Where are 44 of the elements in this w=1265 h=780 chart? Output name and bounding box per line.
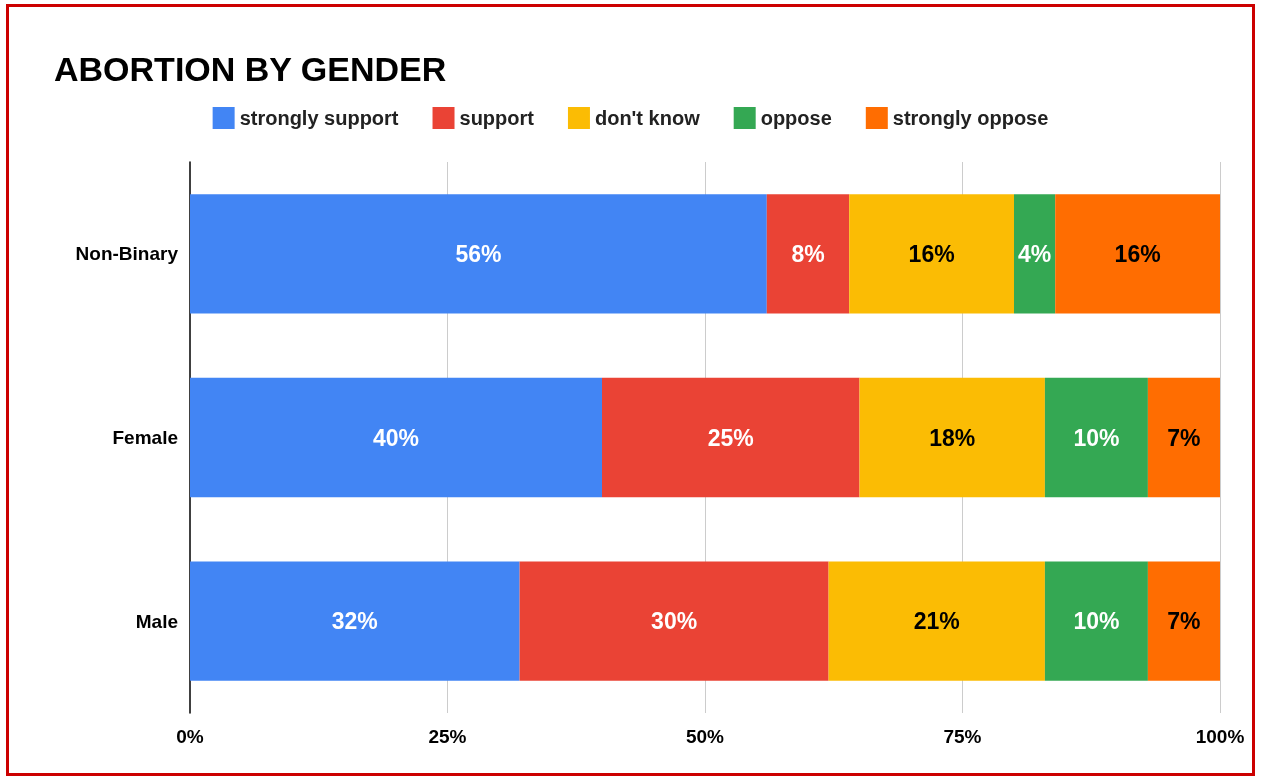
bar [519,561,829,681]
x-tick-label: 100% [1195,726,1245,747]
data-label: 25% [707,424,754,451]
chart-title: ABORTION BY GENDER [54,50,447,88]
data-label: 7% [1167,608,1201,635]
bar [859,377,1045,498]
data-label: 16% [1114,240,1161,267]
bar [602,377,860,498]
legend-label: support [459,107,535,129]
bar [1014,194,1056,314]
bar [190,561,520,681]
bar [1044,561,1148,681]
bar [190,194,767,314]
data-label: 10% [1073,424,1120,451]
data-label: 56% [455,240,502,267]
bar [1147,377,1220,498]
x-tick-label: 75% [943,726,982,747]
y-tick-label: Female [112,427,178,448]
bar [190,377,602,498]
legend-label: don't know [594,107,701,129]
legend-label: strongly support [239,107,399,129]
data-label: 40% [372,424,420,451]
bar [1147,561,1220,681]
legend-label: oppose [760,107,832,129]
data-label: 18% [929,424,976,451]
y-tick-label: Non-Binary [75,243,179,265]
x-tick-label: 50% [685,726,725,747]
bar [1055,194,1220,314]
data-label: 32% [331,608,378,635]
data-label: 30% [651,608,698,635]
x-tick-label: 25% [428,726,467,747]
y-tick-label: Male [135,610,178,632]
data-label: 10% [1073,608,1120,635]
data-label: 21% [913,608,960,635]
data-label: 16% [908,240,955,267]
data-label: 8% [791,240,825,267]
bar [828,561,1045,681]
bar [1044,377,1148,498]
data-label: 4% [1017,240,1052,267]
legend-label: strongly oppose [892,107,1049,129]
bar [766,194,850,314]
x-tick-label: 0% [176,726,204,747]
bar [849,194,1014,314]
data-label: 7% [1167,424,1201,451]
